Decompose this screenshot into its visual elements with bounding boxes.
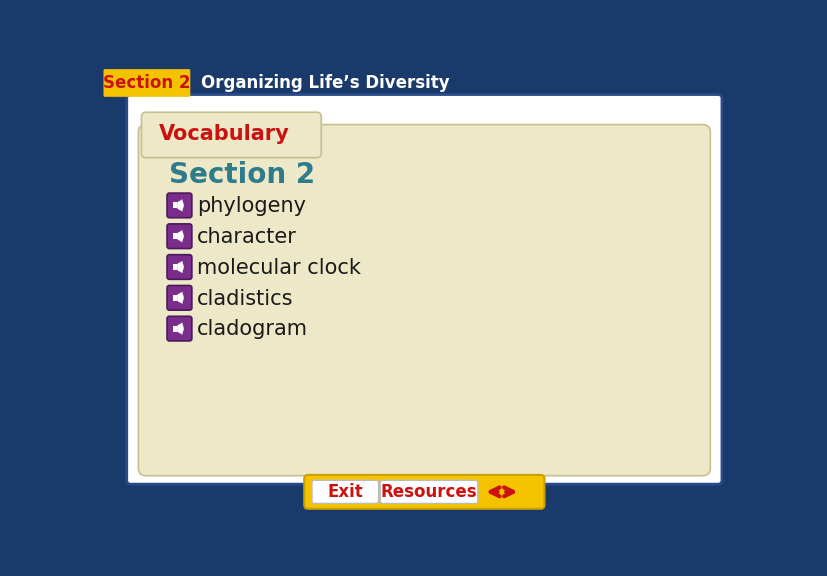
Text: Organizing Life’s Diversity: Organizing Life’s Diversity: [201, 74, 449, 92]
FancyBboxPatch shape: [127, 94, 721, 484]
Polygon shape: [177, 291, 182, 304]
Polygon shape: [177, 323, 182, 335]
Text: Resources: Resources: [380, 483, 476, 501]
Bar: [173, 202, 177, 209]
Text: character: character: [197, 227, 297, 247]
FancyBboxPatch shape: [167, 286, 192, 310]
FancyBboxPatch shape: [380, 480, 477, 503]
Text: Vocabulary: Vocabulary: [158, 124, 289, 144]
FancyBboxPatch shape: [141, 112, 321, 158]
Text: Section 2: Section 2: [103, 74, 190, 92]
Polygon shape: [177, 261, 182, 273]
Text: Exit: Exit: [327, 483, 363, 501]
Text: molecular clock: molecular clock: [197, 258, 361, 278]
Text: phylogeny: phylogeny: [197, 196, 306, 216]
Text: cladogram: cladogram: [197, 319, 308, 339]
FancyBboxPatch shape: [167, 316, 192, 341]
Bar: [173, 295, 177, 301]
Text: cladistics: cladistics: [197, 289, 294, 309]
Text: Section 2: Section 2: [170, 161, 315, 188]
FancyBboxPatch shape: [304, 475, 544, 509]
Bar: [173, 264, 177, 270]
FancyBboxPatch shape: [167, 224, 192, 248]
Polygon shape: [177, 199, 182, 211]
Bar: [173, 325, 177, 332]
Bar: [147, 137, 315, 151]
FancyBboxPatch shape: [312, 480, 378, 503]
Polygon shape: [177, 230, 182, 242]
Bar: [173, 233, 177, 239]
FancyBboxPatch shape: [167, 255, 192, 279]
FancyBboxPatch shape: [103, 69, 190, 97]
FancyBboxPatch shape: [167, 193, 192, 218]
Bar: [151, 131, 312, 137]
FancyBboxPatch shape: [138, 124, 710, 476]
